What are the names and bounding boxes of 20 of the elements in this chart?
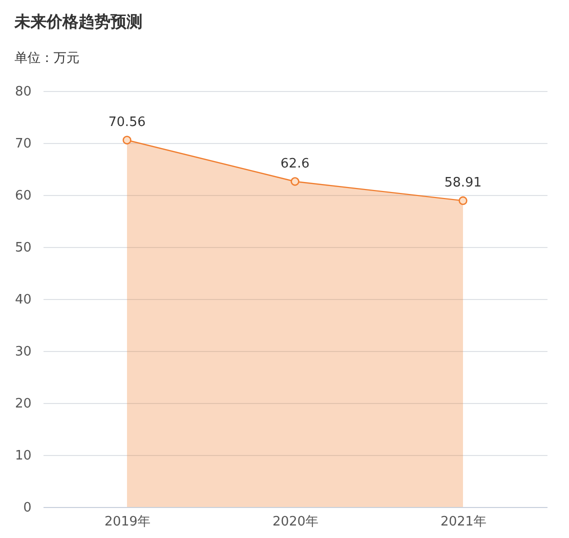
chart-title: 未来价格趋势预测 (13, 12, 142, 31)
data-label: 62.6 (280, 156, 310, 172)
y-tick-label: 10 (14, 448, 32, 464)
y-tick-label: 60 (14, 188, 32, 204)
y-tick-label: 30 (14, 344, 32, 360)
y-tick-label: 80 (14, 84, 32, 100)
point (122, 136, 132, 144)
chart-subtitle: 单位：万元 (14, 51, 80, 66)
point (458, 196, 468, 206)
y-tick-label: 50 (14, 240, 32, 256)
y-tick-label: 20 (14, 396, 32, 412)
data-label: 70.56 (108, 115, 146, 130)
x-tick-label: 2019年 (104, 514, 151, 530)
y-tick-label: 70 (14, 136, 32, 152)
data-label: 58.91 (444, 176, 482, 191)
y-tick-label: 40 (14, 292, 32, 308)
x-tick-label: 2020年 (272, 514, 319, 530)
point (290, 177, 300, 186)
x-tick-label: 2021年 (440, 514, 487, 530)
y-tick-label: 0 (23, 500, 32, 516)
